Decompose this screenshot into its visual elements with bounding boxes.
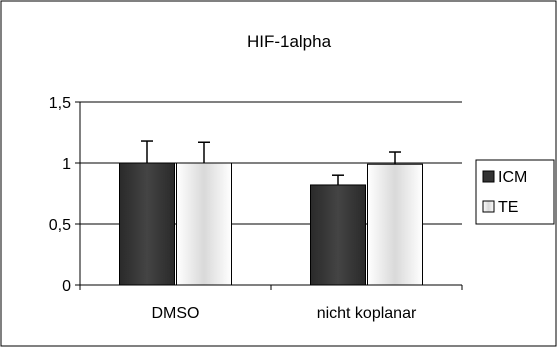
y-tick-label: 0 bbox=[62, 278, 71, 295]
y-tick-labels: 0 0,5 1 1,5 bbox=[49, 95, 71, 295]
y-tick-label: 0,5 bbox=[49, 217, 71, 234]
x-tick-label: DMSO bbox=[152, 305, 200, 322]
error-bars bbox=[141, 140, 401, 185]
y-tick-label: 1,5 bbox=[49, 95, 71, 112]
legend-swatch-icm bbox=[482, 170, 495, 183]
legend-label-icm: ICM bbox=[498, 169, 527, 186]
axes bbox=[75, 101, 463, 290]
legend: ICM TE bbox=[475, 159, 555, 225]
x-tick-labels: DMSO nicht koplanar bbox=[152, 305, 417, 322]
legend-label-te: TE bbox=[498, 199, 518, 216]
y-tick-label: 1 bbox=[62, 156, 71, 173]
bars bbox=[119, 162, 423, 286]
bar-icm-0 bbox=[119, 162, 175, 286]
bar-te-0 bbox=[176, 162, 232, 286]
x-tick-label: nicht koplanar bbox=[317, 305, 417, 322]
bar-te-1 bbox=[367, 163, 423, 286]
legend-swatch-te bbox=[482, 200, 495, 213]
bar-icm-1 bbox=[310, 184, 366, 286]
chart-title: HIF-1alpha bbox=[247, 32, 332, 51]
